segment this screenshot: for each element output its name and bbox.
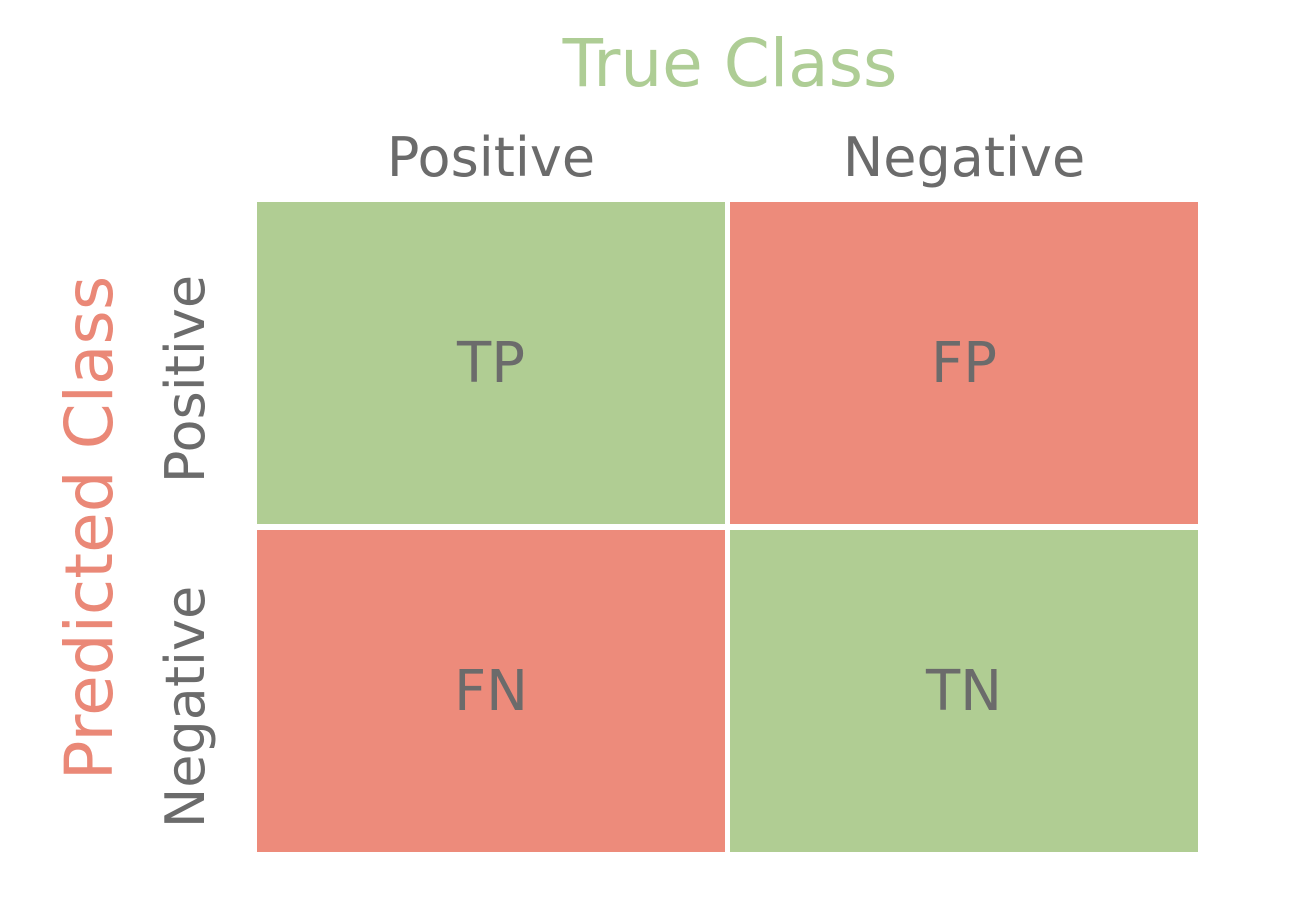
predicted-class-title: Predicted Class <box>51 275 128 781</box>
cell-label-fn: FN <box>453 658 529 724</box>
row-label-positive: Positive <box>154 274 217 484</box>
cell-false-positive: FP <box>730 202 1198 524</box>
cell-false-negative: FN <box>257 530 725 852</box>
true-class-title: True Class <box>562 25 898 102</box>
row-label-negative: Negative <box>154 585 217 829</box>
cell-true-positive: TP <box>257 202 725 524</box>
column-label-negative: Negative <box>842 126 1086 189</box>
cell-label-fp: FP <box>931 330 997 396</box>
cell-label-tn: TN <box>925 658 1003 724</box>
cell-label-tp: TP <box>457 330 525 396</box>
column-label-positive: Positive <box>386 126 596 189</box>
cell-true-negative: TN <box>730 530 1198 852</box>
